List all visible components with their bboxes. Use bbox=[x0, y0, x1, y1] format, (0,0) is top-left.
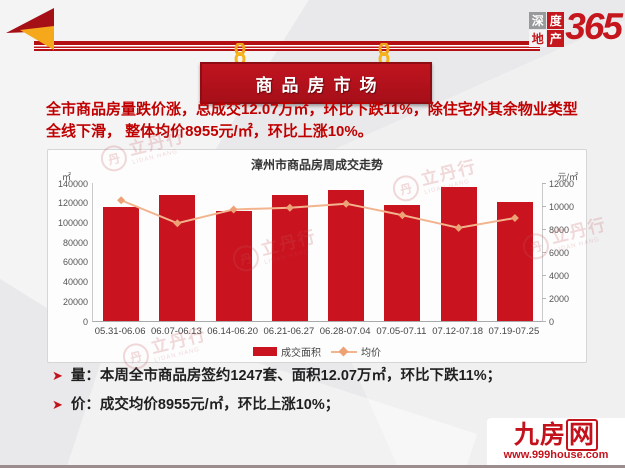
bar-06.14-06.20 bbox=[215, 210, 252, 321]
legend-item-price: 均价 bbox=[331, 344, 381, 359]
right-tick-label: 0 bbox=[549, 316, 555, 327]
left-tick-label: 100000 bbox=[57, 217, 88, 228]
price-point-06.14-06.20 bbox=[229, 205, 238, 214]
bar-07.12-07.18 bbox=[440, 187, 477, 321]
right-tick-label: 4000 bbox=[549, 270, 570, 281]
logo-365: 365 bbox=[565, 6, 623, 47]
right-tick-mark bbox=[542, 252, 546, 253]
line-legend-swatch-icon bbox=[331, 346, 357, 357]
left-axis-unit: ㎡ bbox=[62, 172, 72, 182]
chart-panel: 漳州市商品房周成交走势 ㎡ 元/㎡ 0 20000 40000 60000 80000 1… bbox=[47, 149, 587, 363]
chart-legend: 成交面积 均价 bbox=[48, 344, 586, 359]
price-point-06.28-07.04 bbox=[342, 199, 351, 208]
bar-05.31-06.06 bbox=[103, 206, 140, 321]
key-points: ➤ 量：本周全市商品房签约1247套、面积12.07万㎡，环比下跌11%； ➤ … bbox=[52, 366, 592, 424]
left-tick-label: 40000 bbox=[62, 277, 88, 288]
right-tick-mark bbox=[542, 229, 546, 230]
logo-grid: 深 度 地 产 bbox=[529, 12, 565, 47]
legend-item-area: 成交面积 bbox=[253, 344, 321, 359]
right-tick-label: 2000 bbox=[549, 293, 570, 304]
bullet-arrow-icon: ➤ bbox=[52, 368, 63, 383]
right-tick-mark bbox=[542, 206, 546, 207]
price-point-07.12-07.18 bbox=[454, 223, 463, 232]
bar-legend-swatch-icon bbox=[253, 347, 277, 356]
left-tick-label: 60000 bbox=[62, 257, 88, 268]
brand-name: 九房网 bbox=[514, 418, 599, 451]
bar-06.07-06.13 bbox=[159, 195, 196, 321]
x-axis-label: 06.28-07.04 bbox=[319, 326, 371, 337]
999house-logo: 九房网 www.999house.com bbox=[487, 418, 625, 465]
bullet-arrow-icon: ➤ bbox=[52, 397, 63, 412]
plot-area bbox=[92, 183, 543, 322]
arrow-icon bbox=[6, 8, 54, 50]
bullet-price: ➤ 价：成交均价8955元/㎡，环比上涨10%； bbox=[52, 395, 592, 415]
x-axis-label: 07.19-07.25 bbox=[488, 326, 540, 337]
left-tick-label: 80000 bbox=[62, 237, 88, 248]
chart-title: 漳州市商品房周成交走势 bbox=[250, 158, 383, 172]
price-point-06.21-06.27 bbox=[285, 203, 294, 212]
bullet-volume: ➤ 量：本周全市商品房签约1247套、面积12.07万㎡，环比下跌11%； bbox=[52, 366, 592, 386]
x-axis-label: 05.31-06.06 bbox=[94, 326, 146, 337]
legend-label: 均价 bbox=[361, 348, 381, 359]
bar-06.28-07.04 bbox=[328, 189, 365, 321]
price-point-07.05-07.11 bbox=[398, 211, 407, 220]
section-banner-title: 商品房市场 bbox=[255, 75, 386, 95]
header-divider-line bbox=[34, 41, 540, 51]
brand-url: www.999house.com bbox=[503, 448, 609, 461]
logo-char: 深 bbox=[529, 12, 547, 29]
logo-char: 度 bbox=[547, 12, 565, 29]
bullet-text: 价：成交均价8955元/㎡，环比上涨10%； bbox=[70, 397, 340, 413]
summary-paragraph: 全市商品房量跌价涨，总成交12.07万㎡，环比下跌11%，除住宅外其余物业类型全… bbox=[46, 101, 578, 140]
price-point-06.07-06.13 bbox=[173, 219, 182, 228]
bullet-text: 量：本周全市商品房签约1247套、面积12.07万㎡，环比下跌11%； bbox=[70, 368, 502, 384]
legend-label: 成交面积 bbox=[281, 348, 321, 359]
logo-char: 地 bbox=[529, 30, 547, 47]
section-banner: 商品房市场 bbox=[200, 62, 432, 104]
right-tick-mark bbox=[542, 183, 546, 184]
bottom-strip bbox=[0, 465, 625, 468]
price-point-07.19-07.25 bbox=[510, 214, 519, 223]
right-tick-mark bbox=[542, 275, 546, 276]
left-tick-label: 0 bbox=[82, 316, 88, 327]
right-tick-label: 10000 bbox=[549, 201, 575, 212]
x-axis-label: 07.05-07.11 bbox=[376, 326, 427, 337]
bar-07.05-07.11 bbox=[384, 204, 421, 321]
right-tick-mark bbox=[542, 298, 546, 299]
price-point-05.31-06.06 bbox=[117, 196, 126, 205]
x-axis-label: 07.12-07.18 bbox=[432, 326, 483, 337]
x-axis-label: 06.14-06.20 bbox=[207, 326, 258, 337]
left-tick-label: 120000 bbox=[57, 198, 88, 209]
right-tick-label: 8000 bbox=[549, 224, 570, 235]
bar-06.21-06.27 bbox=[271, 194, 308, 321]
deep-estate-365-logo: 深 度 地 产 365 bbox=[529, 6, 623, 47]
avg-price-line bbox=[117, 196, 519, 232]
right-axis-unit: 元/㎡ bbox=[557, 172, 578, 182]
x-axis-label: 06.21-06.27 bbox=[263, 326, 315, 337]
x-axis-label: 06.07-06.13 bbox=[151, 326, 202, 337]
right-tick-label: 12000 bbox=[549, 178, 575, 189]
right-tick-label: 6000 bbox=[549, 247, 570, 258]
logo-char: 产 bbox=[547, 30, 565, 47]
left-tick-label: 140000 bbox=[57, 178, 88, 189]
left-tick-label: 20000 bbox=[62, 296, 88, 307]
right-tick-mark bbox=[542, 321, 546, 322]
